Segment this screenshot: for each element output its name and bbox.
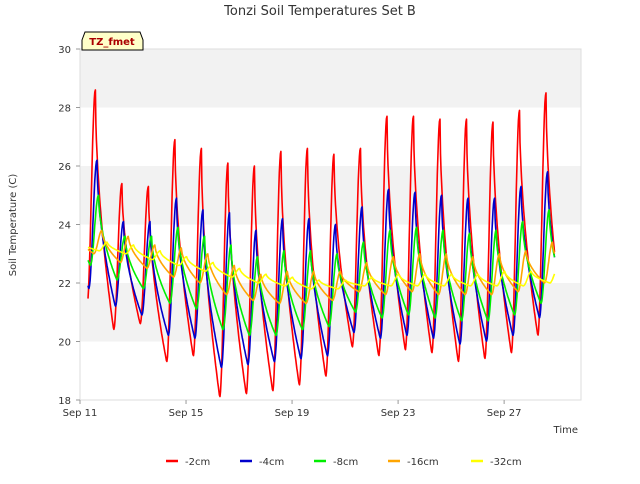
y-tick-label: 26 bbox=[58, 162, 71, 173]
x-tick-label: Sep 11 bbox=[63, 408, 98, 419]
badge-label: TZ_fmet bbox=[89, 37, 135, 48]
y-tick-label: 20 bbox=[58, 338, 71, 349]
chart-title: Tonzi Soil Temperatures Set B bbox=[223, 4, 416, 19]
series-line-8cm bbox=[87, 194, 556, 337]
y-tick-label: 18 bbox=[58, 396, 71, 407]
background-bands bbox=[80, 49, 581, 400]
y-tick-label: 22 bbox=[58, 279, 71, 290]
grid-band bbox=[80, 49, 581, 108]
grid-band bbox=[80, 107, 581, 166]
y-tick-label: 28 bbox=[58, 104, 71, 115]
legend-label: -4cm bbox=[259, 457, 284, 468]
grid-band bbox=[80, 341, 581, 400]
y-tick-label: 30 bbox=[58, 45, 71, 56]
legend: -2cm -4cm -8cm -16cm -32cm bbox=[166, 457, 522, 468]
legend-label: -2cm bbox=[185, 457, 210, 468]
station-badge: TZ_fmet bbox=[81, 31, 144, 51]
badge-box bbox=[81, 31, 144, 51]
x-tick-label: Sep 23 bbox=[381, 408, 416, 419]
y-axis-label: Soil Temperature (C) bbox=[8, 174, 19, 277]
series-line-4cm bbox=[87, 159, 556, 369]
legend-label: -16cm bbox=[407, 457, 439, 468]
x-tick-label: Sep 27 bbox=[487, 408, 522, 419]
x-axis-label: Time bbox=[553, 425, 578, 436]
x-tick-label: Sep 19 bbox=[275, 408, 310, 419]
legend-label: -32cm bbox=[490, 457, 522, 468]
series-line-32cm bbox=[87, 241, 556, 290]
x-tick-label: Sep 15 bbox=[169, 408, 204, 419]
series-lines bbox=[87, 89, 556, 398]
y-tick-label: 24 bbox=[58, 221, 71, 232]
series-line-16cm bbox=[87, 229, 556, 305]
x-axis-ticks: Sep 11 Sep 15 Sep 19 Sep 23 Sep 27 bbox=[63, 400, 522, 419]
legend-label: -8cm bbox=[333, 457, 358, 468]
y-axis-ticks: 18 20 22 24 26 28 30 bbox=[58, 45, 80, 407]
